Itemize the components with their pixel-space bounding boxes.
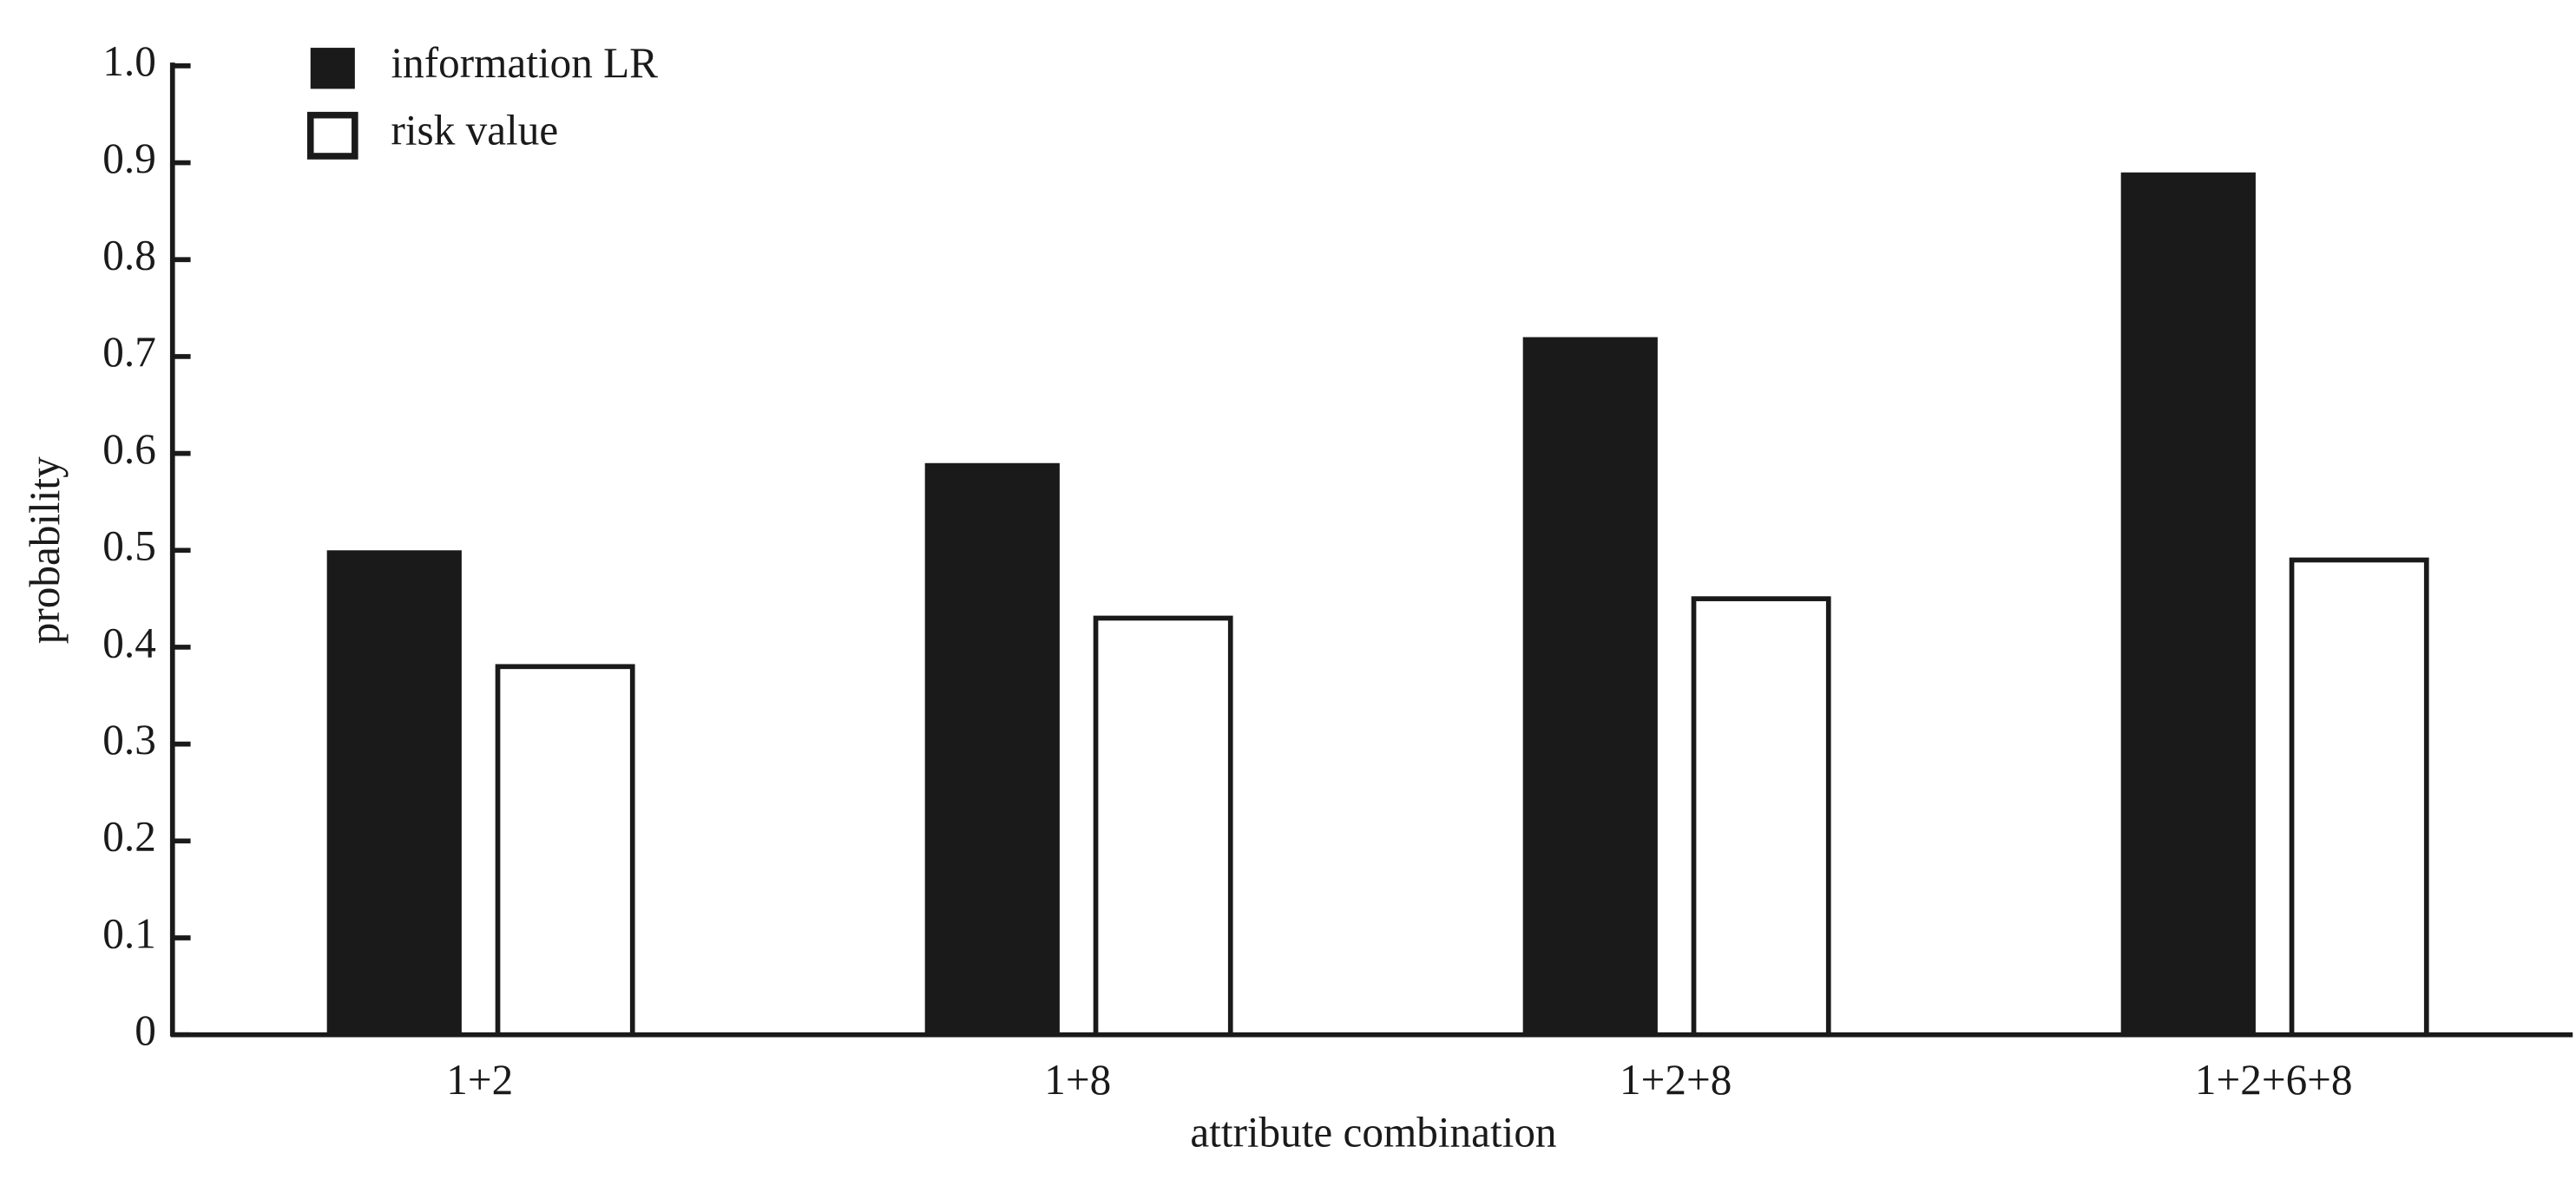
bar (495, 664, 635, 1038)
legend-swatch (306, 111, 358, 160)
y-tick-label: 1.0 (102, 37, 156, 85)
bar (1522, 337, 1658, 1035)
x-axis-label: attribute combination (1190, 1108, 1556, 1156)
y-tick-label: 0.6 (102, 425, 156, 473)
bar (2289, 557, 2429, 1038)
legend-label: risk value (391, 107, 559, 154)
bar (924, 462, 1060, 1035)
legend-swatch (310, 48, 355, 89)
y-axis-label: probability (21, 456, 69, 644)
bar (1691, 596, 1831, 1038)
y-tick-label: 0.8 (102, 232, 156, 279)
y-tick-label: 0.2 (102, 813, 156, 861)
x-tick-label: 1+2+6+8 (2195, 1056, 2353, 1104)
x-tick-label: 1+2 (446, 1056, 513, 1104)
y-tick-label: 0.1 (102, 909, 156, 957)
bar (2120, 172, 2256, 1035)
x-tick-label: 1+2+8 (1620, 1056, 1732, 1104)
bar (1093, 615, 1233, 1038)
y-tick-label: 0.4 (102, 619, 156, 666)
legend-label: information LR (391, 39, 659, 87)
y-tick-label: 0.3 (102, 716, 156, 763)
y-tick-label: 0.9 (102, 134, 156, 182)
x-tick-label: 1+8 (1044, 1056, 1111, 1104)
y-tick-label: 0 (135, 1006, 156, 1054)
y-tick-label: 0.5 (102, 522, 156, 570)
bar (326, 550, 462, 1035)
y-tick-label: 0.7 (102, 328, 156, 376)
